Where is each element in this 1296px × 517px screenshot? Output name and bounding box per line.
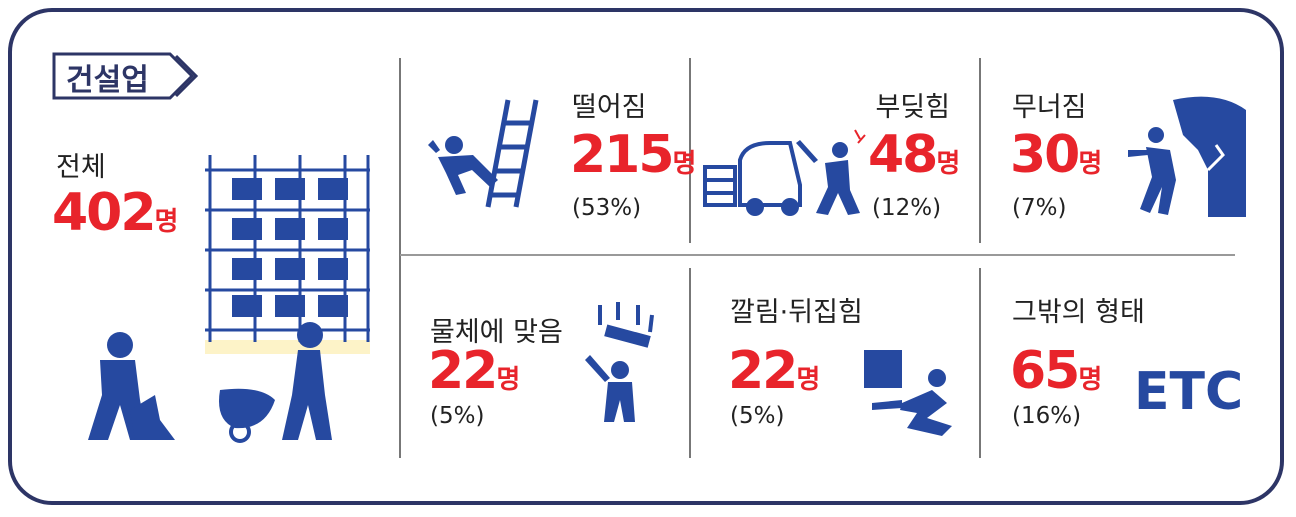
- unit: 명: [936, 149, 961, 179]
- share: (16%): [1012, 403, 1082, 429]
- crush-icon: [864, 350, 952, 436]
- unit: 명: [496, 365, 521, 395]
- tag-shape: [52, 52, 199, 100]
- divider: [689, 268, 691, 458]
- label: 물체에 맞음: [430, 317, 563, 348]
- count: 30명: [1010, 127, 1102, 192]
- count: 22명: [428, 343, 520, 408]
- share: (5%): [430, 403, 485, 429]
- share: (53%): [572, 195, 642, 221]
- count: 402: [52, 183, 157, 243]
- count: 30: [1010, 125, 1080, 185]
- share: (7%): [1012, 195, 1067, 221]
- unit: 명: [796, 365, 821, 395]
- count: 215명: [570, 127, 696, 192]
- divider: [689, 58, 691, 243]
- building-illustration: [88, 155, 370, 443]
- divider: [400, 254, 1235, 256]
- count: 65명: [1010, 343, 1102, 408]
- count: 22: [728, 341, 798, 401]
- count: 65: [1010, 341, 1080, 401]
- count: 22: [428, 341, 498, 401]
- share: (12%): [872, 195, 942, 221]
- struck-icon: [585, 302, 654, 422]
- divider: [399, 58, 401, 458]
- frame: [8, 8, 1284, 505]
- label: 깔림·뒤집힘: [730, 297, 863, 328]
- divider: [979, 268, 981, 458]
- fall-icon: [428, 99, 539, 208]
- label: 부딪힘: [875, 92, 950, 123]
- count: 22명: [728, 343, 820, 408]
- label: 무너짐: [1012, 92, 1087, 123]
- unit: 명: [154, 207, 179, 237]
- count: 48: [868, 125, 938, 185]
- tag: 건설업: [66, 63, 149, 98]
- collapse-icon: [1128, 96, 1246, 217]
- label: 떨어짐: [572, 92, 647, 123]
- divider: [979, 58, 981, 243]
- count: 48명: [868, 127, 960, 192]
- count: 215: [570, 125, 675, 185]
- total-label: 전체: [56, 152, 106, 183]
- unit: 명: [1078, 365, 1103, 395]
- etc-icon: ETC: [1134, 362, 1244, 422]
- unit: 명: [1078, 149, 1103, 179]
- forklift-icon: [703, 129, 866, 216]
- label: 그밖의 형태: [1012, 297, 1145, 328]
- unit: 명: [672, 149, 697, 179]
- share: (5%): [730, 403, 785, 429]
- total-count: 402명: [52, 185, 178, 250]
